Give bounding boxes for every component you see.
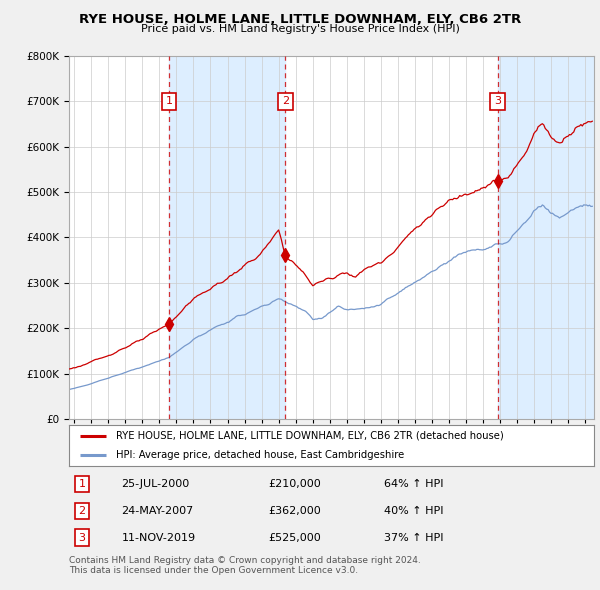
Text: 2: 2 bbox=[79, 506, 86, 516]
Text: RYE HOUSE, HOLME LANE, LITTLE DOWNHAM, ELY, CB6 2TR: RYE HOUSE, HOLME LANE, LITTLE DOWNHAM, E… bbox=[79, 13, 521, 26]
Text: This data is licensed under the Open Government Licence v3.0.: This data is licensed under the Open Gov… bbox=[69, 566, 358, 575]
Text: RYE HOUSE, HOLME LANE, LITTLE DOWNHAM, ELY, CB6 2TR (detached house): RYE HOUSE, HOLME LANE, LITTLE DOWNHAM, E… bbox=[116, 431, 504, 441]
Text: £210,000: £210,000 bbox=[269, 479, 321, 489]
Text: 37% ↑ HPI: 37% ↑ HPI bbox=[384, 533, 443, 543]
Text: 24-MAY-2007: 24-MAY-2007 bbox=[121, 506, 194, 516]
Text: 25-JUL-2000: 25-JUL-2000 bbox=[121, 479, 190, 489]
Text: 3: 3 bbox=[79, 533, 86, 543]
Text: 40% ↑ HPI: 40% ↑ HPI bbox=[384, 506, 443, 516]
Text: 11-NOV-2019: 11-NOV-2019 bbox=[121, 533, 196, 543]
Text: 64% ↑ HPI: 64% ↑ HPI bbox=[384, 479, 443, 489]
Text: Price paid vs. HM Land Registry's House Price Index (HPI): Price paid vs. HM Land Registry's House … bbox=[140, 24, 460, 34]
Text: HPI: Average price, detached house, East Cambridgeshire: HPI: Average price, detached house, East… bbox=[116, 450, 404, 460]
Text: £362,000: £362,000 bbox=[269, 506, 321, 516]
Text: Contains HM Land Registry data © Crown copyright and database right 2024.: Contains HM Land Registry data © Crown c… bbox=[69, 556, 421, 565]
Text: 3: 3 bbox=[494, 96, 502, 106]
Text: £525,000: £525,000 bbox=[269, 533, 321, 543]
Bar bbox=[498, 56, 594, 419]
Text: 1: 1 bbox=[166, 96, 173, 106]
Bar bbox=[169, 56, 286, 419]
Text: 2: 2 bbox=[282, 96, 289, 106]
Text: 1: 1 bbox=[79, 479, 86, 489]
